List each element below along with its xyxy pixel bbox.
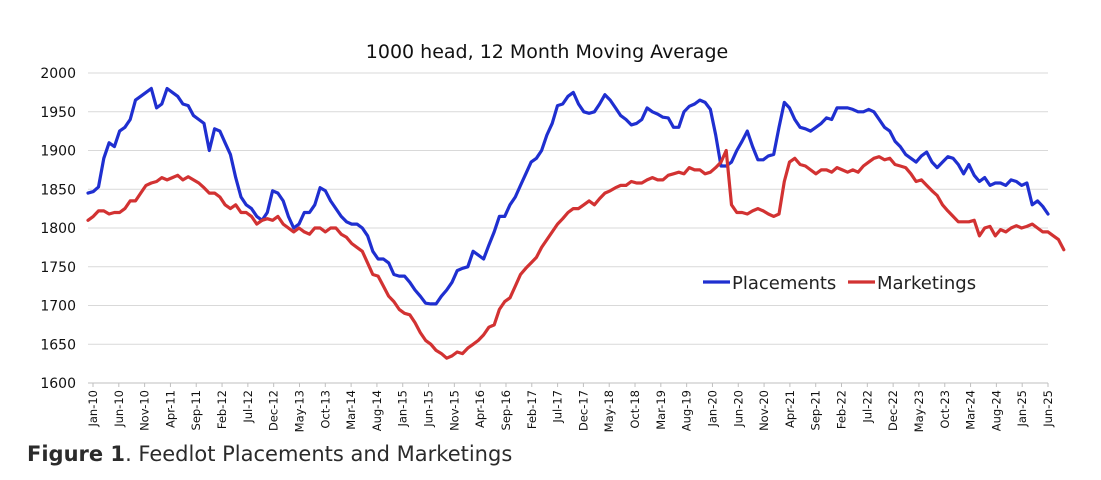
line-chart: 1000 head, 12 Month Moving Average 16001…: [40, 41, 1066, 432]
gridlines: [88, 72, 1048, 384]
x-tick-label: Jul-17: [551, 390, 565, 424]
x-tick-label: Feb-17: [525, 390, 539, 429]
legend-label-placements: Placements: [732, 273, 836, 294]
x-tick-label: Sep-11: [189, 390, 203, 430]
x-tick-label: Aug-14: [370, 390, 384, 431]
x-tick-label: May-23: [912, 390, 926, 432]
x-tick-label: Oct-13: [318, 390, 332, 429]
x-tick-label: Nov-10: [138, 390, 152, 431]
x-tick-label: Mar-14: [344, 390, 358, 430]
x-tick-label: Aug-19: [680, 390, 694, 431]
x-tick-label: Oct-23: [938, 390, 952, 429]
x-tick-label: Jul-22: [860, 390, 874, 424]
y-tick-label: 1900: [40, 144, 76, 160]
x-tick-label: May-18: [602, 390, 616, 432]
y-tick-label: 2000: [40, 66, 76, 82]
x-tick-label: Dec-17: [576, 390, 590, 431]
x-tick-label: Jun-10: [112, 390, 126, 428]
y-tick-label: 1650: [40, 337, 76, 353]
x-tick-label: Dec-22: [886, 390, 900, 431]
x-tick-label: Jun-15: [422, 390, 436, 428]
x-tick-label: May-13: [292, 390, 306, 432]
x-tick-label: Jan-20: [705, 390, 719, 428]
x-tick-label: Feb-22: [835, 390, 849, 429]
figure-caption-text: . Feedlot Placements and Marketings: [125, 442, 513, 466]
x-tick-label: Feb-12: [215, 390, 229, 429]
y-tick-label: 1600: [40, 376, 76, 392]
figure-caption-label: Figure 1: [27, 442, 126, 466]
x-tick-label: Mar-24: [964, 390, 978, 430]
x-tick-label: Jan-25: [1015, 390, 1029, 428]
y-tick-label: 1700: [40, 299, 76, 315]
x-tick-label: Jun-25: [1041, 390, 1055, 428]
x-tick-label: Aug-24: [989, 390, 1003, 431]
x-tick-label: Sep-21: [809, 390, 823, 430]
x-tick-label: Apr-11: [163, 390, 177, 428]
legend-label-marketings: Marketings: [877, 273, 976, 294]
x-tick-label: Jan-10: [86, 390, 100, 428]
legend: Placements Marketings: [703, 273, 976, 294]
x-tick-label: Dec-12: [267, 390, 281, 431]
x-tick-label: Apr-21: [783, 390, 797, 428]
x-tick-label: Oct-18: [628, 390, 642, 429]
x-tick-label: Sep-16: [499, 390, 513, 430]
x-tick-label: Jul-12: [241, 390, 255, 424]
x-tick-label: Jan-15: [396, 390, 410, 428]
x-tick-label: Nov-15: [447, 390, 461, 431]
x-axis-ticks: Jan-10 Jun-10 Nov-10 Apr-11 Sep-11 Feb-12 Jul-…: [86, 383, 1055, 432]
series-line-placements: [86, 86, 1050, 306]
x-tick-label: Apr-16: [473, 390, 487, 428]
x-tick-label: Mar-19: [654, 390, 668, 430]
x-tick-label: Jun-20: [731, 390, 745, 428]
chart-title: 1000 head, 12 Month Moving Average: [366, 41, 728, 63]
series-line-marketings: [86, 148, 1066, 360]
y-tick-label: 1750: [40, 260, 76, 276]
y-tick-label: 1850: [40, 182, 76, 198]
figure-caption: Figure 1. Feedlot Placements and Marketi…: [27, 442, 512, 466]
y-axis-ticks: 1600 1650 1700 1750 1800 1850 1900 1950 2000: [40, 66, 76, 392]
y-tick-label: 1800: [40, 221, 76, 237]
series-lines: [86, 86, 1066, 360]
y-tick-label: 1950: [40, 105, 76, 121]
x-tick-label: Nov-20: [757, 390, 771, 431]
